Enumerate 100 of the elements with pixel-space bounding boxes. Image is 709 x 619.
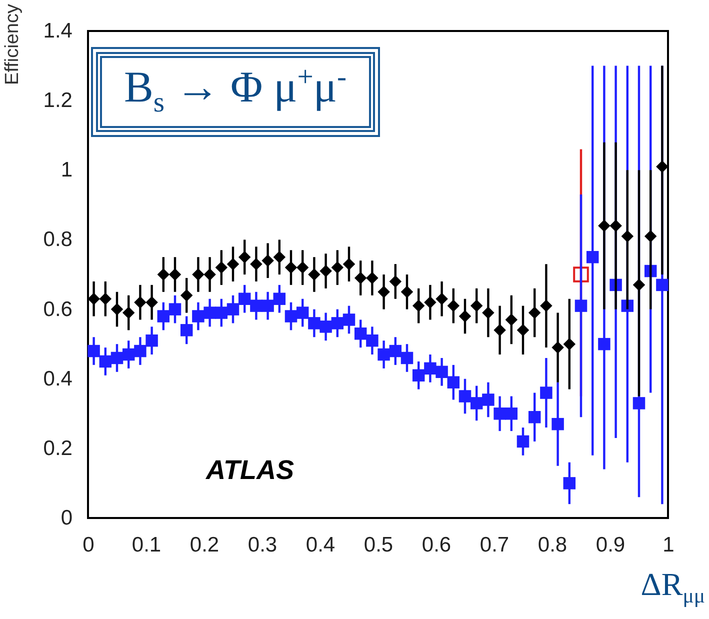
point — [528, 306, 541, 319]
point — [110, 303, 124, 316]
point — [262, 254, 274, 267]
point — [320, 264, 332, 278]
y-tick-label: 0.6 — [43, 298, 72, 321]
point — [482, 306, 494, 319]
point — [574, 300, 588, 312]
y-tick-label: 1.2 — [43, 89, 72, 112]
point — [494, 324, 506, 336]
point — [632, 278, 646, 292]
point — [400, 352, 414, 364]
point — [273, 250, 286, 264]
point — [134, 296, 146, 308]
point — [296, 306, 309, 319]
point — [122, 348, 135, 361]
point — [284, 310, 298, 322]
y-tick-label: 1 — [60, 158, 72, 182]
point — [308, 268, 320, 281]
y-tick-label: 0 — [60, 506, 72, 530]
point — [458, 390, 472, 402]
point — [540, 300, 552, 312]
point — [354, 272, 367, 284]
point — [226, 258, 240, 270]
point — [192, 268, 204, 281]
point — [110, 352, 124, 364]
x-tick-label: 0 — [82, 534, 94, 556]
point — [238, 250, 251, 264]
x-tick-label: 0.2 — [190, 534, 220, 556]
point — [146, 334, 158, 347]
point — [470, 397, 483, 410]
point — [273, 292, 286, 305]
x-tick-label: 0.7 — [480, 534, 510, 556]
point — [157, 310, 170, 322]
point — [447, 300, 460, 312]
point — [308, 317, 320, 330]
point — [400, 286, 414, 298]
point — [563, 338, 576, 350]
point — [424, 296, 436, 308]
point — [378, 286, 390, 298]
point — [552, 341, 564, 354]
point — [412, 300, 425, 312]
point — [215, 261, 228, 274]
point — [215, 306, 228, 319]
point — [226, 303, 240, 316]
x-tick-label: 1 — [662, 534, 674, 556]
point — [516, 435, 530, 448]
point — [157, 268, 170, 281]
point — [99, 292, 112, 305]
point — [320, 320, 332, 333]
point — [204, 268, 216, 281]
point — [598, 338, 610, 350]
point — [436, 366, 448, 378]
point — [516, 324, 530, 336]
x-tick-label: 0.4 — [306, 534, 336, 556]
text: B$_{s}$ → Φ μ$^{+}$μ$^{-}$ — [96, 52, 375, 132]
y-tick-label: 1.4 — [43, 20, 73, 42]
point — [528, 410, 541, 424]
point — [378, 348, 390, 361]
point — [505, 314, 518, 326]
point — [354, 328, 367, 340]
x-tick-label: 0.1 — [132, 534, 162, 556]
point — [644, 230, 657, 242]
point — [366, 334, 378, 347]
point — [180, 289, 193, 302]
point — [598, 220, 610, 232]
point — [610, 220, 622, 232]
y-tick-label: 0.8 — [43, 228, 72, 252]
point — [342, 314, 356, 326]
y-tick-label: 0.2 — [43, 436, 72, 460]
point — [470, 300, 483, 312]
point — [447, 376, 460, 388]
point — [586, 250, 599, 264]
point — [238, 292, 251, 305]
point — [389, 344, 402, 358]
point — [88, 344, 100, 358]
point — [563, 477, 576, 490]
y-axis-title: Efficiency — [2, 4, 24, 85]
point — [331, 261, 344, 274]
x-tick-label: 0.9 — [596, 534, 626, 556]
point — [494, 408, 506, 420]
point — [573, 266, 589, 282]
point — [632, 397, 646, 410]
point — [99, 355, 112, 368]
point — [656, 160, 668, 173]
point — [192, 310, 204, 322]
point — [458, 310, 472, 322]
point — [621, 230, 634, 242]
x-tick-label: 0.5 — [364, 534, 394, 556]
x-tick-label: 0.3 — [248, 534, 278, 556]
point — [331, 317, 344, 330]
point — [284, 261, 298, 274]
point — [146, 296, 158, 308]
point — [412, 369, 425, 382]
point — [122, 306, 135, 319]
point — [482, 394, 494, 406]
x-tick-label: 0.6 — [422, 534, 452, 556]
annotation: ATLAS — [205, 455, 294, 485]
point — [436, 292, 448, 305]
point — [250, 300, 262, 312]
point — [656, 278, 668, 292]
